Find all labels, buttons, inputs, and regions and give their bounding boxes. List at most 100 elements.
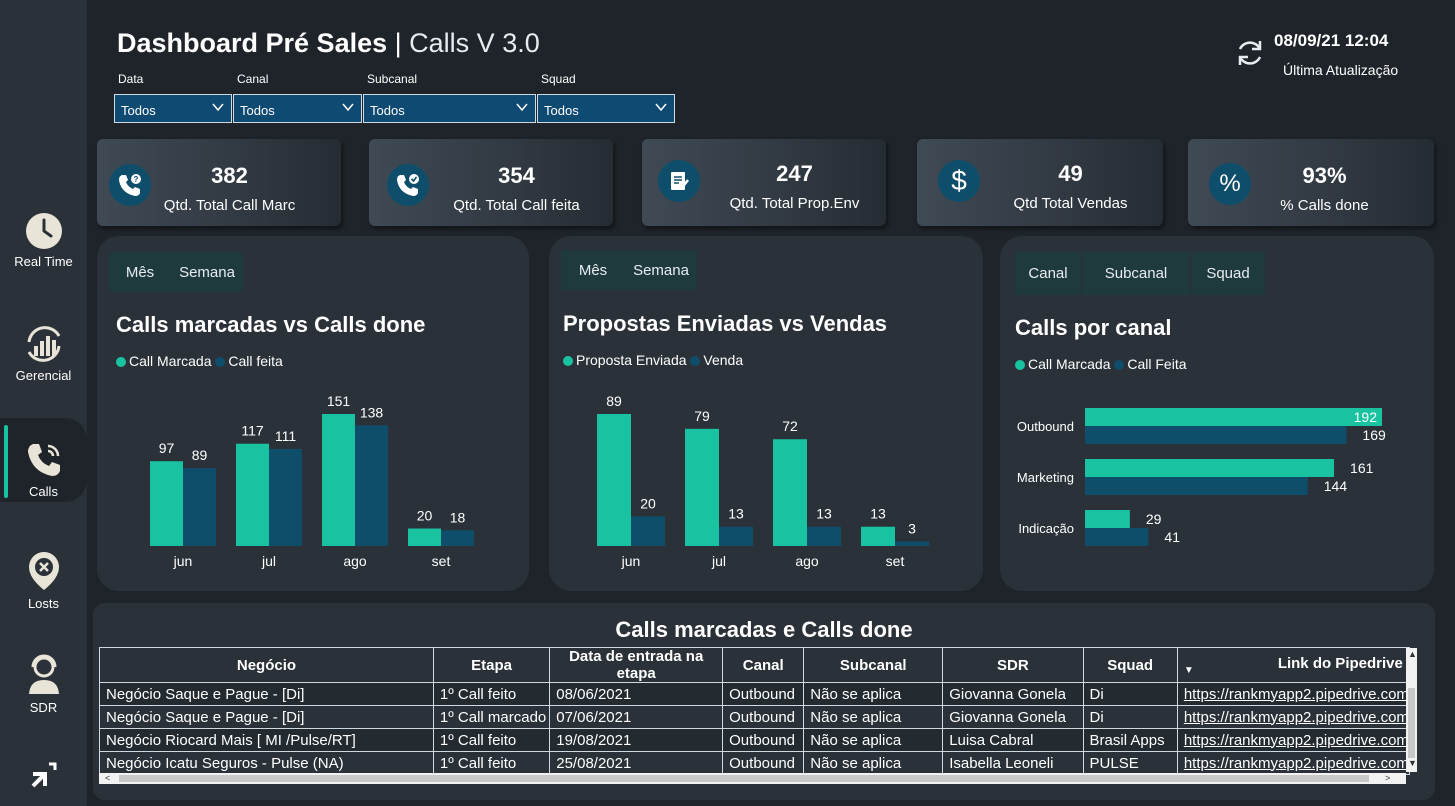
filter-subcanal-dropdown[interactable]: Todos: [363, 94, 536, 123]
tab-subcanal[interactable]: Subcanal: [1081, 252, 1189, 295]
bar-proposta-enviada[interactable]: [861, 526, 895, 546]
bar-call-marcada[interactable]: [236, 443, 269, 546]
legend-label: Call Marcada: [1028, 356, 1111, 372]
bar-call-marcada[interactable]: [322, 414, 355, 546]
chart-title: Calls marcadas vs Calls done: [116, 312, 426, 337]
kpi-value: 382: [211, 163, 248, 188]
data-label: 89: [606, 393, 622, 409]
tick-label: set: [886, 553, 905, 569]
bar-call-feita[interactable]: [183, 468, 216, 546]
chevron-down-icon: [655, 103, 667, 112]
panel-calls-chart: Mês Semana Calls marcadas vs Calls done …: [97, 236, 529, 591]
bar-proposta-enviada[interactable]: [597, 414, 631, 546]
filter-squad-dropdown[interactable]: Todos: [537, 94, 675, 123]
horizontal-scrollbar[interactable]: < >: [99, 773, 1406, 784]
sidebar-item-gerencial[interactable]: Gerencial: [0, 322, 87, 383]
bar-call-feita[interactable]: [1085, 528, 1149, 546]
vertical-scrollbar[interactable]: ▲ ▼: [1406, 648, 1417, 772]
scroll-left-icon[interactable]: <: [105, 773, 111, 783]
scroll-thumb[interactable]: [119, 775, 1369, 782]
phone-icon: [27, 444, 60, 476]
tab-mes[interactable]: Mês: [125, 263, 155, 281]
bar-call-marcada[interactable]: [1085, 510, 1130, 528]
bar-venda[interactable]: [719, 526, 753, 546]
legend-label: Call feita: [228, 353, 283, 369]
tab-semana[interactable]: Semana: [179, 263, 235, 281]
bar-call-feita[interactable]: [355, 425, 388, 546]
column-header[interactable]: Canal: [722, 647, 805, 683]
column-header[interactable]: Negócio: [99, 647, 434, 683]
agent-icon: [28, 654, 59, 694]
tab-semana[interactable]: Semana: [633, 261, 689, 279]
tick-label: jun: [621, 553, 641, 569]
period-toggle: Mês Semana: [109, 252, 243, 292]
table-row[interactable]: Negócio Riocard Mais [ MI /Pulse/RT] 1º C…: [99, 728, 1410, 752]
table-cell: Di: [1082, 705, 1178, 729]
scroll-down-icon[interactable]: ▼: [1408, 758, 1417, 768]
bar-venda[interactable]: [631, 516, 665, 546]
legend-label: Call Feita: [1127, 356, 1187, 372]
pipedrive-link[interactable]: https://rankmyapp2.pipedrive.com: [1183, 708, 1409, 726]
data-label: 111: [275, 428, 296, 444]
column-header[interactable]: Subcanal: [803, 647, 944, 683]
sort-arrow-icon[interactable]: ▼: [1183, 665, 1194, 676]
chevron-down-icon: [212, 103, 224, 112]
bar-proposta-enviada[interactable]: [773, 439, 807, 546]
bar-call-feita[interactable]: [441, 530, 474, 546]
data-label: 161: [1350, 460, 1374, 476]
bar-call-feita[interactable]: [1085, 426, 1347, 444]
bar-call-feita[interactable]: [269, 448, 302, 546]
sidebar-item-sdr[interactable]: SDR: [0, 654, 87, 715]
table-cell: https://rankmyapp2.pipedrive.com: [1176, 728, 1410, 752]
scroll-right-icon[interactable]: >: [1385, 773, 1391, 783]
table-row[interactable]: Negócio Saque e Pague - [Di] 1º Call marc…: [99, 705, 1410, 729]
scroll-thumb[interactable]: [1408, 688, 1415, 758]
pipedrive-link[interactable]: https://rankmyapp2.pipedrive.com: [1183, 685, 1409, 703]
data-label: 20: [417, 508, 433, 524]
bar-call-marcada[interactable]: [408, 528, 441, 546]
bar-call-marcada[interactable]: [1085, 459, 1335, 477]
sidebar-item-real-time[interactable]: Real Time: [0, 212, 87, 269]
column-header[interactable]: Data de entrada na etapa: [549, 647, 724, 683]
sidebar-item-losts[interactable]: Losts: [0, 550, 87, 611]
tab-canal[interactable]: Canal: [1028, 265, 1068, 282]
filter-canal-dropdown[interactable]: Todos: [233, 94, 362, 123]
table-row[interactable]: Negócio Saque e Pague - [Di] 1º Call feit…: [99, 682, 1410, 706]
column-header[interactable]: SDR: [942, 647, 1084, 683]
table-cell: Não se aplica: [803, 751, 944, 775]
bar-call-feita[interactable]: [1085, 477, 1308, 495]
bar-call-marcada[interactable]: [150, 461, 183, 546]
bar-proposta-enviada[interactable]: [685, 428, 719, 546]
kpi-card-calls-marcadas: ? 382 Qtd. Total Call Marc: [97, 139, 341, 226]
refresh-icon[interactable]: [1234, 37, 1266, 69]
table-cell: Negócio Icatu Seguros - Pulse (NA): [99, 751, 434, 775]
table-row[interactable]: Negócio Icatu Seguros - Pulse (NA) 1º Cal…: [99, 751, 1410, 775]
filter-label-canal: Canal: [237, 72, 269, 86]
column-header[interactable]: ▼ Link do Pipedrive: [1176, 647, 1410, 683]
table-cell: Negócio Saque e Pague - [Di]: [99, 705, 434, 729]
svg-text:?: ?: [134, 175, 139, 184]
tick-label: set: [432, 553, 451, 569]
sidebar-item-label: Real Time: [14, 254, 73, 269]
scroll-up-icon[interactable]: ▲: [1408, 649, 1417, 659]
bar-venda[interactable]: [895, 541, 929, 546]
sidebar-item-calls[interactable]: Calls: [0, 418, 87, 502]
data-label: 13: [816, 506, 832, 522]
tab-mes[interactable]: Mês: [578, 261, 608, 279]
table-cell: Não se aplica: [803, 728, 944, 752]
column-header[interactable]: Squad: [1082, 647, 1178, 683]
bar-venda[interactable]: [807, 526, 841, 546]
filter-data-dropdown[interactable]: Todos: [114, 94, 232, 123]
tab-squad[interactable]: Squad: [1189, 252, 1265, 295]
sidebar-item-label: SDR: [29, 700, 58, 715]
table-cell: Outbound: [722, 751, 805, 775]
kpi-card-vendas: $ 49 Qtd Total Vendas: [917, 139, 1163, 226]
pipedrive-link[interactable]: https://rankmyapp2.pipedrive.com: [1183, 731, 1409, 749]
pipedrive-link[interactable]: https://rankmyapp2.pipedrive.com: [1183, 754, 1409, 772]
column-header[interactable]: Etapa: [432, 647, 551, 683]
filter-value: Todos: [121, 103, 156, 118]
phone-question-icon: ?: [109, 164, 151, 206]
data-label: 72: [782, 418, 798, 434]
bar-call-marcada[interactable]: [1085, 408, 1382, 426]
data-label: 151: [327, 393, 351, 409]
